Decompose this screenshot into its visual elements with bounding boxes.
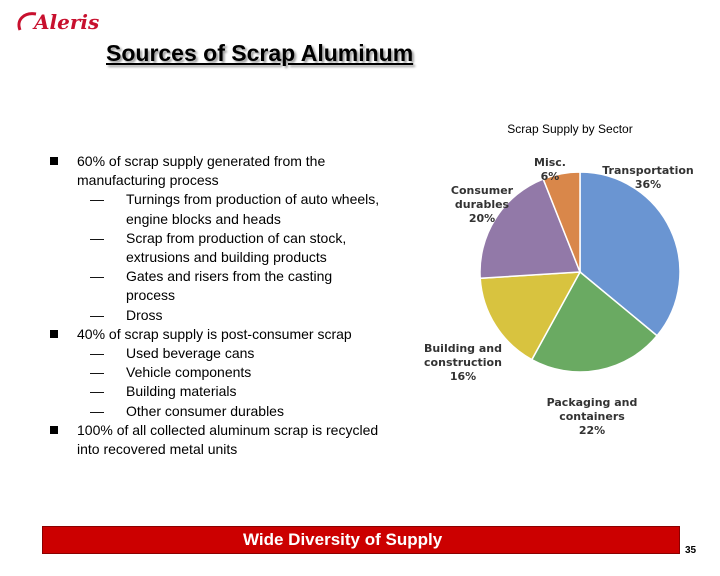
sub-bullet-item: — Other consumer durables	[50, 402, 380, 421]
banner-text: Wide Diversity of Supply	[243, 530, 443, 549]
sub-bullet-item: — Turnings from production of auto wheels…	[50, 190, 380, 228]
pie-label-value: 36%	[634, 178, 662, 191]
pie-data-label: Packaging and containers 22%	[540, 396, 644, 438]
bullet-text: 40% of scrap supply is post-consumer scr…	[77, 325, 352, 342]
pie-label-name: Packaging and containers	[546, 396, 638, 423]
pie-data-label: Building and construction 16%	[418, 342, 508, 384]
pie-data-label: Transportation 36%	[598, 164, 698, 192]
pie-label-name: Misc.	[534, 156, 566, 169]
aleris-logo: Aleris	[14, 8, 99, 38]
sub-bullet-dash: —	[90, 345, 104, 362]
sub-bullet-dash: —	[90, 268, 104, 285]
pie-label-name: Consumer durables	[450, 184, 514, 211]
logo-text: Aleris	[34, 10, 100, 34]
page-number: 35	[685, 545, 697, 556]
sub-bullet-dash: —	[90, 364, 104, 381]
sub-bullet-text: Vehicle components	[126, 364, 252, 381]
bullet-square-icon	[50, 425, 58, 434]
pie-label-name: Building and construction	[423, 342, 503, 369]
sub-bullet-text: Gates and risers from the casting proces…	[126, 268, 333, 304]
bullet-square-icon	[50, 329, 58, 338]
sub-bullet-text: Used beverage cans	[126, 345, 255, 362]
pie-label-name: Transportation	[602, 164, 694, 177]
pie-label-value: 6%	[540, 170, 560, 183]
sub-bullet-dash: —	[90, 229, 104, 246]
pie-data-label: Misc. 6%	[522, 156, 578, 184]
bullet-square-icon	[50, 157, 58, 165]
sub-bullet-item: — Used beverage cans	[50, 344, 380, 363]
sub-bullet-dash: —	[90, 402, 104, 419]
sub-bullet-item: — Building materials	[50, 382, 380, 401]
bullet-text: 100% of all collected aluminum scrap is …	[77, 421, 379, 458]
sub-bullet-dash: —	[90, 191, 104, 208]
sub-bullet-text: Building materials	[126, 383, 237, 400]
bullet-item: 40% of scrap supply is post-consumer scr…	[50, 325, 380, 344]
bottom-banner: Wide Diversity of Supply	[42, 526, 680, 554]
page-title: Sources of Scrap Aluminum	[106, 40, 414, 66]
pie-label-value: 16%	[449, 370, 477, 383]
sub-bullet-item: — Dross	[50, 306, 380, 325]
logo-swoosh-icon	[17, 12, 37, 31]
pie-slice-misc	[542, 171, 581, 273]
sub-bullet-item: — Gates and risers from the casting proce…	[50, 267, 380, 305]
sub-bullet-text: Other consumer durables	[126, 402, 284, 419]
pie-label-value: 20%	[468, 212, 496, 225]
bullet-item: 60% of scrap supply generated from the m…	[50, 152, 380, 190]
bullet-list: 60% of scrap supply generated from the m…	[50, 152, 380, 459]
pie-slice-packaging-and-containers	[530, 270, 659, 373]
bullet-item: 100% of all collected aluminum scrap is …	[50, 421, 380, 459]
sub-bullet-item: — Vehicle components	[50, 363, 380, 382]
pie-data-label: Consumer durables 20%	[440, 184, 524, 226]
sub-bullet-dash: —	[90, 306, 104, 323]
pie-slice-transportation	[579, 171, 681, 337]
sub-bullet-text: Turnings from production of auto wheels,…	[126, 191, 380, 227]
sub-bullet-text: Scrap from production of can stock, extr…	[126, 229, 347, 266]
chart-title: Scrap Supply by Sector	[507, 122, 633, 136]
sub-bullet-dash: —	[90, 383, 104, 400]
sub-bullet-item: — Scrap from production of can stock, ext…	[50, 229, 380, 267]
bullet-text: 60% of scrap supply generated from the m…	[77, 153, 326, 189]
sub-bullet-text: Dross	[126, 306, 163, 323]
pie-label-value: 22%	[578, 424, 606, 437]
